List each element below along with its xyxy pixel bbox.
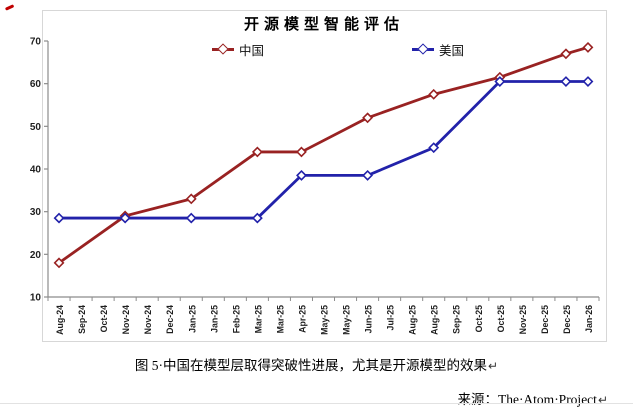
data-point-marker xyxy=(362,112,374,124)
y-axis-labels: 10 20 30 40 50 60 70 xyxy=(30,37,48,304)
legend-item-usa: 美国 xyxy=(412,40,464,59)
data-point-marker xyxy=(53,212,65,224)
y-tick-label: 10 xyxy=(30,293,42,304)
x-tick-label: Jan-25 xyxy=(187,305,197,333)
legend-item-china: 中国 xyxy=(212,40,264,59)
china-line xyxy=(57,46,590,265)
data-point-marker xyxy=(185,193,197,205)
x-tick-label: Nov-24 xyxy=(143,305,153,334)
figure-caption: 图 5·中国在模型层取得突破性进展，尤其是开源模型的效果↵ xyxy=(134,358,499,373)
x-tick-label: Oct-25 xyxy=(496,305,506,332)
x-tick-label: Oct-24 xyxy=(99,305,109,332)
x-axis-ticks xyxy=(47,297,600,301)
x-tick-label: Jun-25 xyxy=(364,305,374,333)
y-tick-label: 40 xyxy=(30,165,42,176)
china-legend-marker-icon xyxy=(212,43,234,55)
x-tick-label: Nov-25 xyxy=(518,305,528,334)
data-point-marker xyxy=(53,257,65,269)
data-point-marker xyxy=(185,212,197,224)
data-point-marker xyxy=(494,76,506,87)
y-tick-label: 30 xyxy=(30,207,42,218)
chart-title: 开源模型智能评估 xyxy=(243,16,404,33)
x-tick-label: Aug-25 xyxy=(430,305,440,335)
paragraph-mark-icon: ↵ xyxy=(488,359,499,373)
axes xyxy=(47,41,599,298)
x-tick-label: Mar-25 xyxy=(253,305,263,333)
legend-label-china: 中国 xyxy=(239,44,265,58)
x-tick-label: Oct-25 xyxy=(474,305,484,332)
data-point-marker xyxy=(428,142,440,154)
x-tick-label: Sep-24 xyxy=(77,305,87,334)
x-tick-label: Sep-25 xyxy=(452,305,462,334)
data-point-marker xyxy=(251,146,263,158)
x-tick-label: Apr-25 xyxy=(297,305,307,333)
x-tick-label: Dec-25 xyxy=(562,305,572,334)
table-cell-rule xyxy=(0,403,633,404)
y-tick-label: 50 xyxy=(30,122,42,133)
data-point-marker xyxy=(251,212,263,224)
paragraph-mark-icon: ↵ xyxy=(597,393,608,407)
x-tick-label: May-25 xyxy=(342,305,352,335)
x-axis-labels: Aug-24 Sep-24 Oct-24 Nov-24 Nov-24 Dec-24 Jan-… xyxy=(55,305,594,335)
data-point-marker xyxy=(296,146,307,158)
y-tick-label: 60 xyxy=(30,79,42,90)
x-tick-label: Jul-25 xyxy=(386,305,396,331)
data-point-marker xyxy=(362,169,374,181)
data-point-marker xyxy=(296,169,307,181)
x-tick-label: Aug-24 xyxy=(55,305,65,335)
data-point-marker xyxy=(119,212,131,224)
x-tick-label: Dec-25 xyxy=(540,305,550,334)
x-tick-label: Dec-24 xyxy=(165,305,175,334)
x-tick-label: Jan-26 xyxy=(584,305,594,333)
y-tick-label: 20 xyxy=(30,250,42,261)
data-point-marker xyxy=(582,76,594,87)
source-note: 来源：The·Atom·Project↵ xyxy=(457,392,608,407)
data-point-marker xyxy=(560,76,572,87)
y-tick-label: 70 xyxy=(30,37,42,48)
china-series xyxy=(53,41,594,269)
legend-label-usa: 美国 xyxy=(439,44,465,58)
usa-legend-marker-icon xyxy=(412,43,434,55)
data-point-marker xyxy=(428,88,440,100)
x-tick-label: Jan-25 xyxy=(209,305,219,333)
usa-line xyxy=(57,80,590,220)
x-tick-label: Aug-25 xyxy=(408,305,418,335)
x-tick-label: May-25 xyxy=(320,305,330,335)
x-tick-label: Feb-25 xyxy=(231,305,241,333)
x-tick-label: Mar-25 xyxy=(275,305,285,333)
data-point-marker xyxy=(560,48,572,60)
x-tick-label: Nov-24 xyxy=(121,305,131,334)
data-point-marker xyxy=(582,41,594,53)
usa-series xyxy=(53,76,594,224)
